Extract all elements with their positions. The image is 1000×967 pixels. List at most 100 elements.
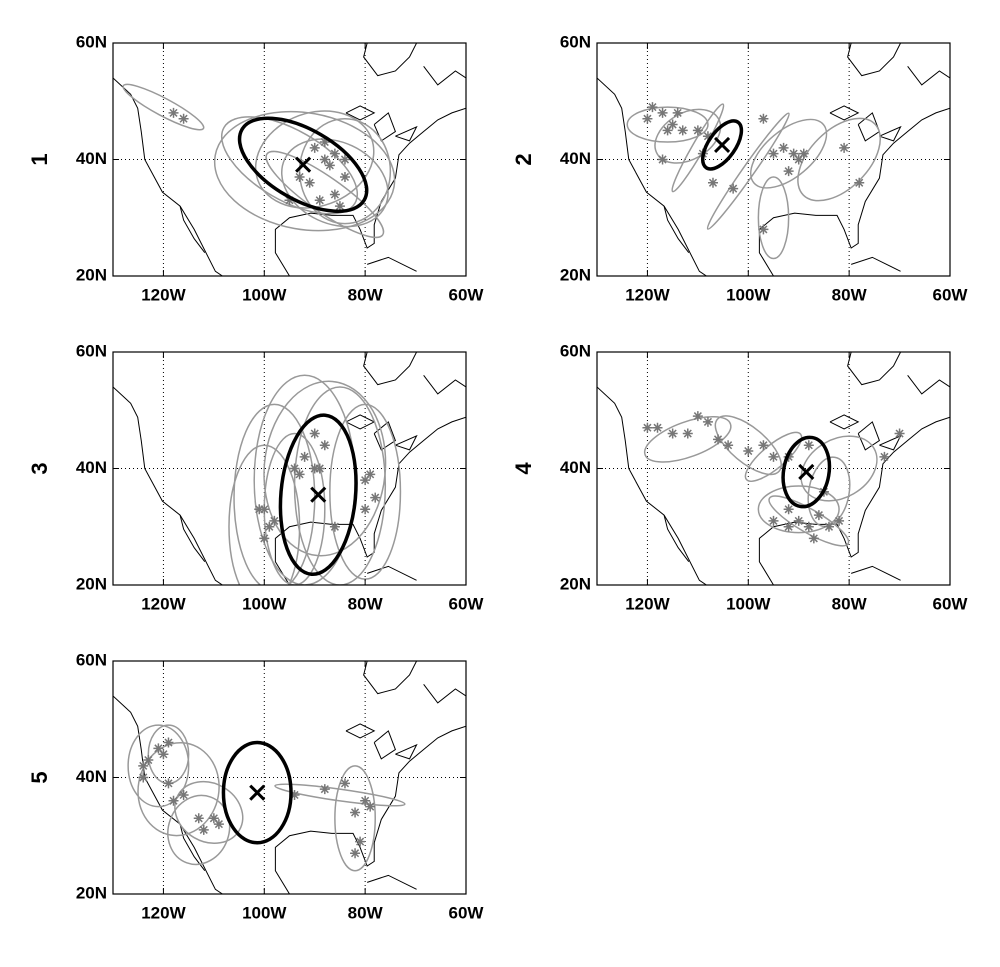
asterisk-point — [289, 789, 300, 800]
member-ellipse — [167, 794, 231, 866]
coastline — [829, 414, 860, 430]
map-panel: 120W 100W 80W 60W 20N 40N 60N 2 — [511, 32, 969, 304]
map-panel: 120W 100W 80W 60W 20N 40N 60N 1 — [27, 32, 485, 304]
asterisk-point — [178, 789, 189, 800]
y-tick-label: 60N — [76, 32, 107, 51]
plot-area — [597, 352, 950, 585]
mean-ellipse — [700, 119, 744, 171]
plot-area — [113, 43, 466, 276]
asterisk-point — [768, 148, 779, 159]
mean-ellipse — [221, 740, 293, 845]
plot-area — [597, 43, 950, 276]
asterisk-point — [647, 102, 658, 113]
y-tick-label: 40N — [76, 458, 107, 477]
asterisk-point — [713, 434, 724, 445]
member-ellipse — [263, 380, 387, 557]
asterisk-point — [692, 411, 703, 422]
asterisk-point — [314, 463, 325, 474]
panel-label: 3 — [27, 462, 52, 474]
coastline — [179, 514, 206, 563]
coastline — [829, 105, 860, 121]
member-ellipse — [768, 495, 850, 547]
asterisk-point — [324, 160, 335, 171]
asterisk-point — [692, 125, 703, 136]
asterisk-point — [707, 177, 718, 188]
x-tick-label: 100W — [726, 594, 771, 613]
asterisk-point — [728, 183, 739, 194]
asterisk-point — [143, 755, 154, 766]
asterisk-point — [208, 813, 219, 824]
asterisk-point — [743, 446, 754, 457]
coastline — [663, 205, 690, 254]
member-ellipse — [800, 435, 878, 502]
asterisk-point — [365, 469, 376, 480]
asterisk-point — [319, 137, 330, 148]
x-tick-label: 120W — [141, 285, 186, 304]
asterisk-point — [682, 428, 693, 439]
plot-area — [113, 661, 466, 894]
panel-label: 5 — [27, 771, 52, 783]
asterisk-point — [339, 154, 350, 165]
asterisk-point — [793, 515, 804, 526]
mean-marker — [798, 463, 815, 481]
coastline — [857, 112, 881, 142]
asterisk-point — [334, 201, 345, 212]
asterisk-point — [178, 113, 189, 124]
asterisk-point — [264, 521, 275, 532]
x-tick-label: 80W — [348, 903, 384, 922]
member-ellipse — [254, 110, 375, 209]
coastline — [857, 421, 881, 451]
coastline — [423, 683, 466, 704]
asterisk-point — [193, 813, 204, 824]
asterisk-point — [758, 224, 769, 235]
asterisk-point — [839, 142, 850, 153]
plot-area — [113, 352, 466, 585]
panel-label: 1 — [27, 153, 52, 165]
coastline — [345, 105, 376, 121]
asterisk-point — [355, 836, 366, 847]
x-tick-label: 80W — [832, 594, 868, 613]
asterisk-point — [702, 416, 713, 427]
member-ellipse — [334, 765, 376, 872]
asterisk-point — [168, 107, 179, 118]
asterisk-point — [213, 819, 224, 830]
member-ellipse — [757, 176, 790, 260]
asterisk-point — [667, 119, 678, 130]
coastline — [179, 205, 206, 254]
coastline — [113, 77, 223, 276]
asterisk-point — [788, 148, 799, 159]
mean-marker — [714, 136, 731, 153]
asterisk-point — [309, 428, 320, 439]
asterisk-point — [329, 148, 340, 159]
x-tick-label: 120W — [141, 594, 186, 613]
asterisk-point — [350, 807, 361, 818]
asterisk-point — [319, 154, 330, 165]
mean-ellipse — [781, 435, 832, 509]
x-tick-label: 100W — [242, 594, 287, 613]
coastline — [597, 77, 707, 276]
coastline — [663, 514, 690, 563]
asterisk-point — [657, 107, 668, 118]
asterisk-point — [319, 440, 330, 451]
asterisk-point — [168, 795, 179, 806]
asterisk-point — [798, 148, 809, 159]
coastline — [758, 416, 950, 585]
asterisk-point — [803, 440, 814, 451]
asterisk-point — [294, 171, 305, 182]
coastline — [363, 43, 418, 77]
asterisk-point — [768, 451, 779, 462]
asterisk-point — [702, 131, 713, 142]
asterisk-point — [360, 504, 371, 515]
asterisk-point — [657, 154, 668, 165]
coastline — [395, 743, 418, 760]
member-ellipse — [228, 444, 301, 585]
asterisk-point — [360, 795, 371, 806]
coastline — [367, 256, 417, 272]
coastline — [367, 565, 417, 581]
x-tick-label: 60W — [933, 594, 969, 613]
map-panel: 120W 100W 80W 60W 20N 40N 60N 4 — [511, 341, 969, 613]
asterisk-point — [309, 142, 320, 153]
coastline — [274, 725, 466, 894]
asterisk-point — [259, 504, 270, 515]
